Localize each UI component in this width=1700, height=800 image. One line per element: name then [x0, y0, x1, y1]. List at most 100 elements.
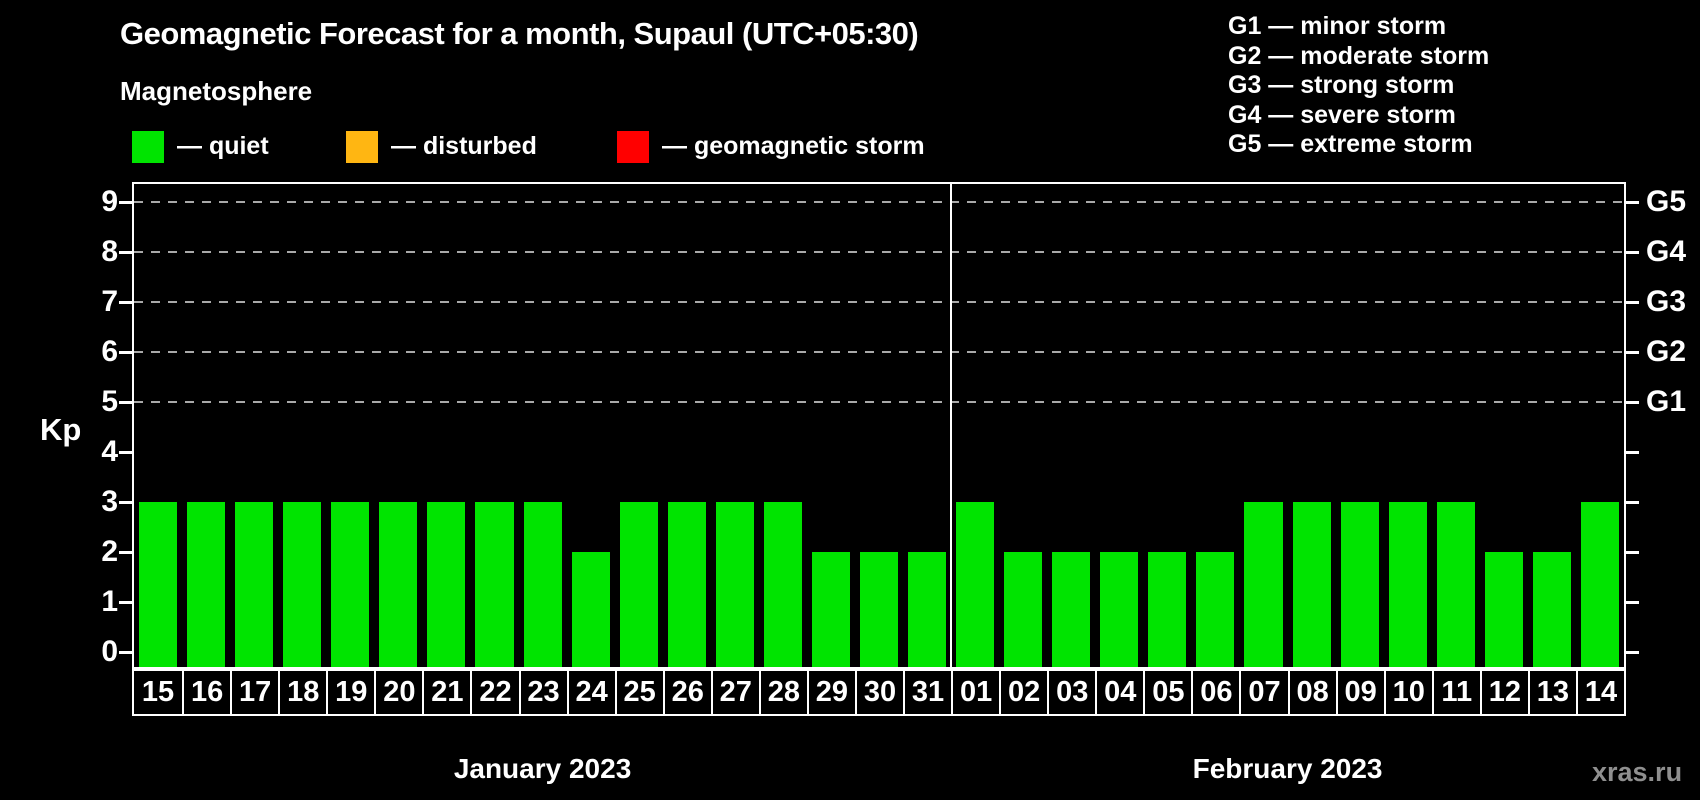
storm-color-swatch: [617, 131, 649, 163]
kp-bar-day-13: [1532, 552, 1571, 667]
month-label-january: January 2023: [453, 753, 632, 784]
legend-label: — quiet: [177, 132, 269, 160]
g-legend-line: G1 — minor storm: [1228, 12, 1447, 40]
day-label-13: 13: [1527, 671, 1576, 714]
right-tick-kp-7: [1626, 301, 1639, 304]
day-label-11: 11: [1431, 671, 1480, 714]
y-axis-label-7: 7: [101, 285, 118, 318]
right-axis-label-g2: G2: [1646, 335, 1687, 368]
day-label-26: 26: [662, 671, 711, 714]
y-axis-label-6: 6: [101, 335, 118, 368]
right-tick-kp-3: [1626, 501, 1639, 504]
kp-bar-day-29: [811, 552, 850, 667]
day-label-31: 31: [903, 671, 951, 714]
g-legend-line: G5 — extreme storm: [1228, 130, 1473, 158]
gridline-kp-7: [134, 301, 1624, 303]
left-tick-kp-6: [119, 351, 132, 354]
left-tick-kp-4: [119, 451, 132, 454]
day-label-05: 05: [1143, 671, 1191, 714]
kp-bar-day-22: [475, 502, 514, 667]
day-label-30: 30: [854, 671, 903, 714]
kp-bar-day-14: [1580, 502, 1619, 667]
status-legend: — quiet — disturbed — geomagnetic storm: [0, 130, 1100, 168]
kp-bar-day-17: [235, 502, 274, 667]
day-label-15: 15: [141, 676, 175, 708]
kp-bar-day-28: [763, 502, 802, 667]
y-axis-label-8: 8: [101, 235, 118, 268]
kp-bar-day-02: [1004, 552, 1043, 667]
disturbed-color-swatch: [346, 131, 378, 163]
kp-bar-day-19: [331, 502, 370, 667]
day-label-22: 22: [470, 671, 518, 714]
day-label-20: 20: [374, 671, 422, 714]
day-label-02: 02: [999, 671, 1047, 714]
y-axis-label-3: 3: [101, 485, 118, 518]
day-label-27: 27: [710, 671, 759, 714]
y-axis-label-9: 9: [101, 185, 118, 218]
g-legend-line: G4 — severe storm: [1228, 100, 1456, 129]
right-tick-kp-0: [1626, 651, 1639, 654]
kp-bar-day-08: [1292, 502, 1331, 667]
day-label-16: 16: [182, 671, 230, 714]
y-axis-label-5: 5: [101, 385, 118, 418]
day-label-04: 04: [1095, 671, 1143, 714]
right-tick-kp-4: [1626, 451, 1639, 454]
chart-title: Geomagnetic Forecast for a month, Supaul…: [120, 16, 919, 51]
watermark: xras.ru: [1592, 757, 1683, 787]
left-tick-kp-1: [119, 601, 132, 604]
right-axis-label-g5: G5: [1646, 185, 1687, 218]
kp-bar-day-30: [859, 552, 899, 667]
day-label-14: 14: [1575, 671, 1624, 714]
right-tick-kp-2: [1626, 551, 1639, 554]
left-tick-kp-3: [119, 501, 132, 504]
month-separator: [950, 184, 953, 667]
left-tick-kp-2: [119, 551, 132, 554]
left-tick-kp-8: [119, 251, 132, 254]
kp-bar-day-10: [1388, 502, 1427, 667]
kp-bar-day-06: [1196, 552, 1235, 667]
day-label-03: 03: [1047, 671, 1095, 714]
kp-bar-day-26: [667, 502, 706, 667]
kp-bar-day-18: [283, 502, 322, 667]
day-label-08: 08: [1287, 671, 1336, 714]
kp-bar-day-15: [139, 502, 178, 667]
right-tick-kp-5: [1626, 401, 1639, 404]
day-label-24: 24: [566, 671, 615, 714]
day-label-28: 28: [758, 671, 807, 714]
kp-bar-day-01: [956, 502, 995, 667]
kp-bar-day-27: [715, 502, 754, 667]
day-label-25: 25: [614, 671, 663, 714]
quiet-color-swatch: [132, 131, 164, 163]
month-label-february: February 2023: [1192, 753, 1383, 784]
gridline-kp-5: [134, 401, 1624, 403]
gridline-kp-9: [134, 201, 1624, 203]
y-axis-label-2: 2: [101, 535, 118, 568]
plot-area: [132, 182, 1626, 669]
kp-bar-day-07: [1244, 502, 1283, 667]
day-axis: 15 16 17 18 19 20 21 22 23 24 25 26 27 28 29 30 31 01 02 03…: [132, 669, 1626, 716]
day-label-09: 09: [1335, 671, 1384, 714]
kp-bar-day-24: [571, 552, 610, 667]
day-label-19: 19: [326, 671, 374, 714]
day-label-10: 10: [1383, 671, 1432, 714]
right-tick-kp-1: [1626, 601, 1639, 604]
g-scale-legend: G1 — minor storm G2 — moderate storm G3 — …: [1228, 12, 1489, 160]
kp-bar-day-11: [1436, 502, 1475, 667]
day-label-06: 06: [1191, 671, 1239, 714]
day-label-21: 21: [422, 671, 470, 714]
y-axis-title: Kp: [40, 412, 82, 447]
day-label-23: 23: [518, 671, 567, 714]
y-axis-label-0: 0: [101, 635, 118, 668]
day-label-18: 18: [278, 671, 326, 714]
kp-bar-day-09: [1340, 502, 1379, 667]
day-label-07: 07: [1239, 671, 1287, 714]
right-axis-label-g3: G3: [1646, 285, 1687, 318]
kp-bar-day-04: [1100, 552, 1139, 667]
gridline-kp-6: [134, 351, 1624, 353]
right-axis-label-g1: G1: [1646, 385, 1687, 418]
left-tick-kp-5: [119, 401, 132, 404]
right-tick-kp-6: [1626, 351, 1639, 354]
kp-bar-day-16: [187, 502, 226, 667]
legend-label: — geomagnetic storm: [662, 132, 925, 160]
